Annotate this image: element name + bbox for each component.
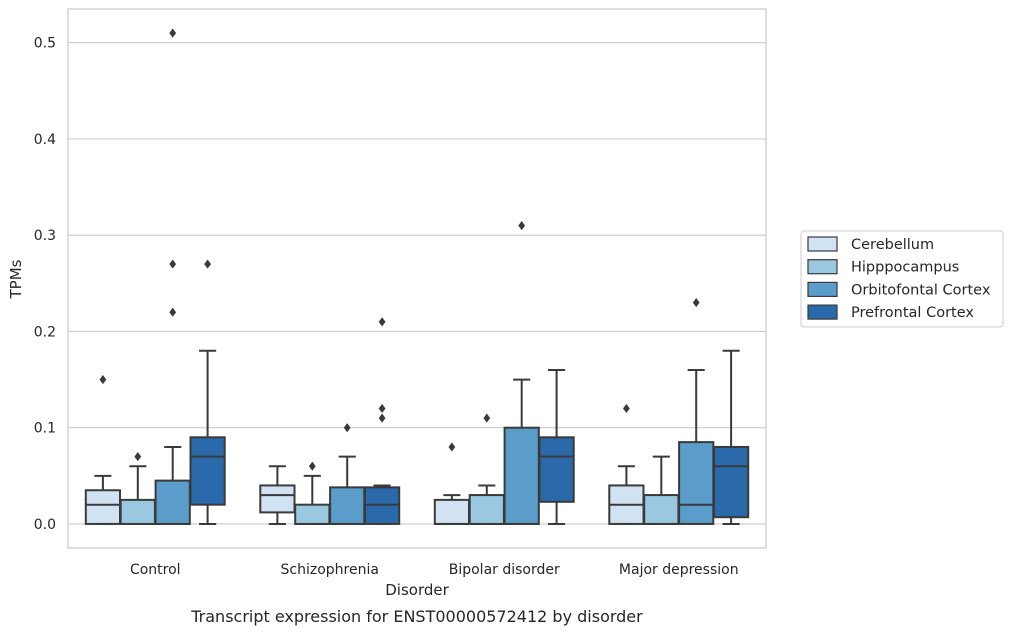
outlier-point xyxy=(308,461,316,471)
x-tick-label: Control xyxy=(130,562,181,578)
y-tick-label: 0.3 xyxy=(34,228,56,244)
outlier-point xyxy=(204,259,211,269)
box-hipppocampus xyxy=(468,413,505,525)
box-cerebellum xyxy=(259,465,296,525)
y-tick-label: 0.0 xyxy=(34,517,56,533)
outlier-point xyxy=(483,413,491,423)
x-tick-label: Bipolar disorder xyxy=(449,562,560,578)
outlier-point xyxy=(134,451,142,462)
box-orbitofontal-cortex xyxy=(154,28,191,525)
legend-label: Prefrontal Cortex xyxy=(851,305,974,321)
box-iqr xyxy=(712,445,750,519)
box-iqr xyxy=(503,426,540,525)
box-orbitofontal-cortex xyxy=(329,423,366,525)
outlier-point xyxy=(99,374,107,385)
box-cerebellum xyxy=(84,374,122,525)
box-prefrontal-cortex xyxy=(712,349,750,525)
outlier-point xyxy=(692,297,700,308)
box-iqr xyxy=(259,484,296,514)
outlier-point xyxy=(343,423,351,433)
box-cerebellum xyxy=(433,442,471,525)
box-groups xyxy=(84,28,750,525)
plot-frame xyxy=(67,8,767,549)
y-tick-labels: 0.0 0.1 0.2 0.3 0.4 0.5 xyxy=(34,36,56,533)
legend-frame xyxy=(800,230,1004,328)
box-iqr xyxy=(154,479,191,525)
chart-caption: Transcript expression for ENST0000057241… xyxy=(190,607,643,626)
legend: Cerebellum Hipppocampus Orbitofontal Corte… xyxy=(800,230,1004,328)
box-hipppocampus xyxy=(119,451,156,525)
legend-label: Orbitofontal Cortex xyxy=(851,282,991,298)
x-tick-label: Schizophrenia xyxy=(281,562,379,578)
y-tick-label: 0.1 xyxy=(34,421,56,437)
outlier-point xyxy=(169,259,177,269)
outlier-point xyxy=(378,403,386,414)
box-orbitofontal-cortex xyxy=(503,220,540,525)
outlier-point xyxy=(448,442,456,452)
legend-swatch xyxy=(807,281,838,297)
box-prefrontal-cortex xyxy=(189,259,226,525)
legend-swatch xyxy=(807,259,838,275)
outlier-point xyxy=(518,220,526,231)
y-tick-label: 0.4 xyxy=(34,132,56,148)
box-iqr xyxy=(84,489,122,525)
box-iqr xyxy=(329,486,366,525)
y-tick-label: 0.2 xyxy=(34,324,56,340)
legend-label: Cerebellum xyxy=(851,237,934,253)
box-iqr xyxy=(468,494,505,525)
x-axis-title: Disorder xyxy=(385,581,449,599)
y-tick-label: 0.5 xyxy=(34,36,56,52)
x-tick-label: Major depression xyxy=(619,562,739,578)
y-axis-title: TPMs xyxy=(7,259,25,299)
box-hipppocampus xyxy=(643,455,680,525)
outlier-point xyxy=(378,317,386,327)
x-tick-labels: Control Schizophrenia Bipolar disorder Majo… xyxy=(130,562,739,578)
outlier-point xyxy=(378,413,386,423)
box-iqr xyxy=(294,503,331,525)
outlier-point xyxy=(623,403,630,414)
box-iqr xyxy=(189,436,226,506)
box-prefrontal-cortex xyxy=(363,317,401,525)
box-iqr xyxy=(119,498,156,525)
box-iqr xyxy=(678,441,715,525)
legend-swatch xyxy=(807,304,838,320)
box-iqr xyxy=(433,498,471,525)
outlier-point xyxy=(169,307,177,317)
outlier-point xyxy=(169,28,177,38)
legend-swatch xyxy=(807,236,838,252)
legend-label: Hipppocampus xyxy=(851,260,959,276)
box-iqr xyxy=(538,436,575,503)
box-prefrontal-cortex xyxy=(538,368,575,525)
box-iqr xyxy=(643,494,680,525)
box-orbitofontal-cortex xyxy=(678,297,715,525)
